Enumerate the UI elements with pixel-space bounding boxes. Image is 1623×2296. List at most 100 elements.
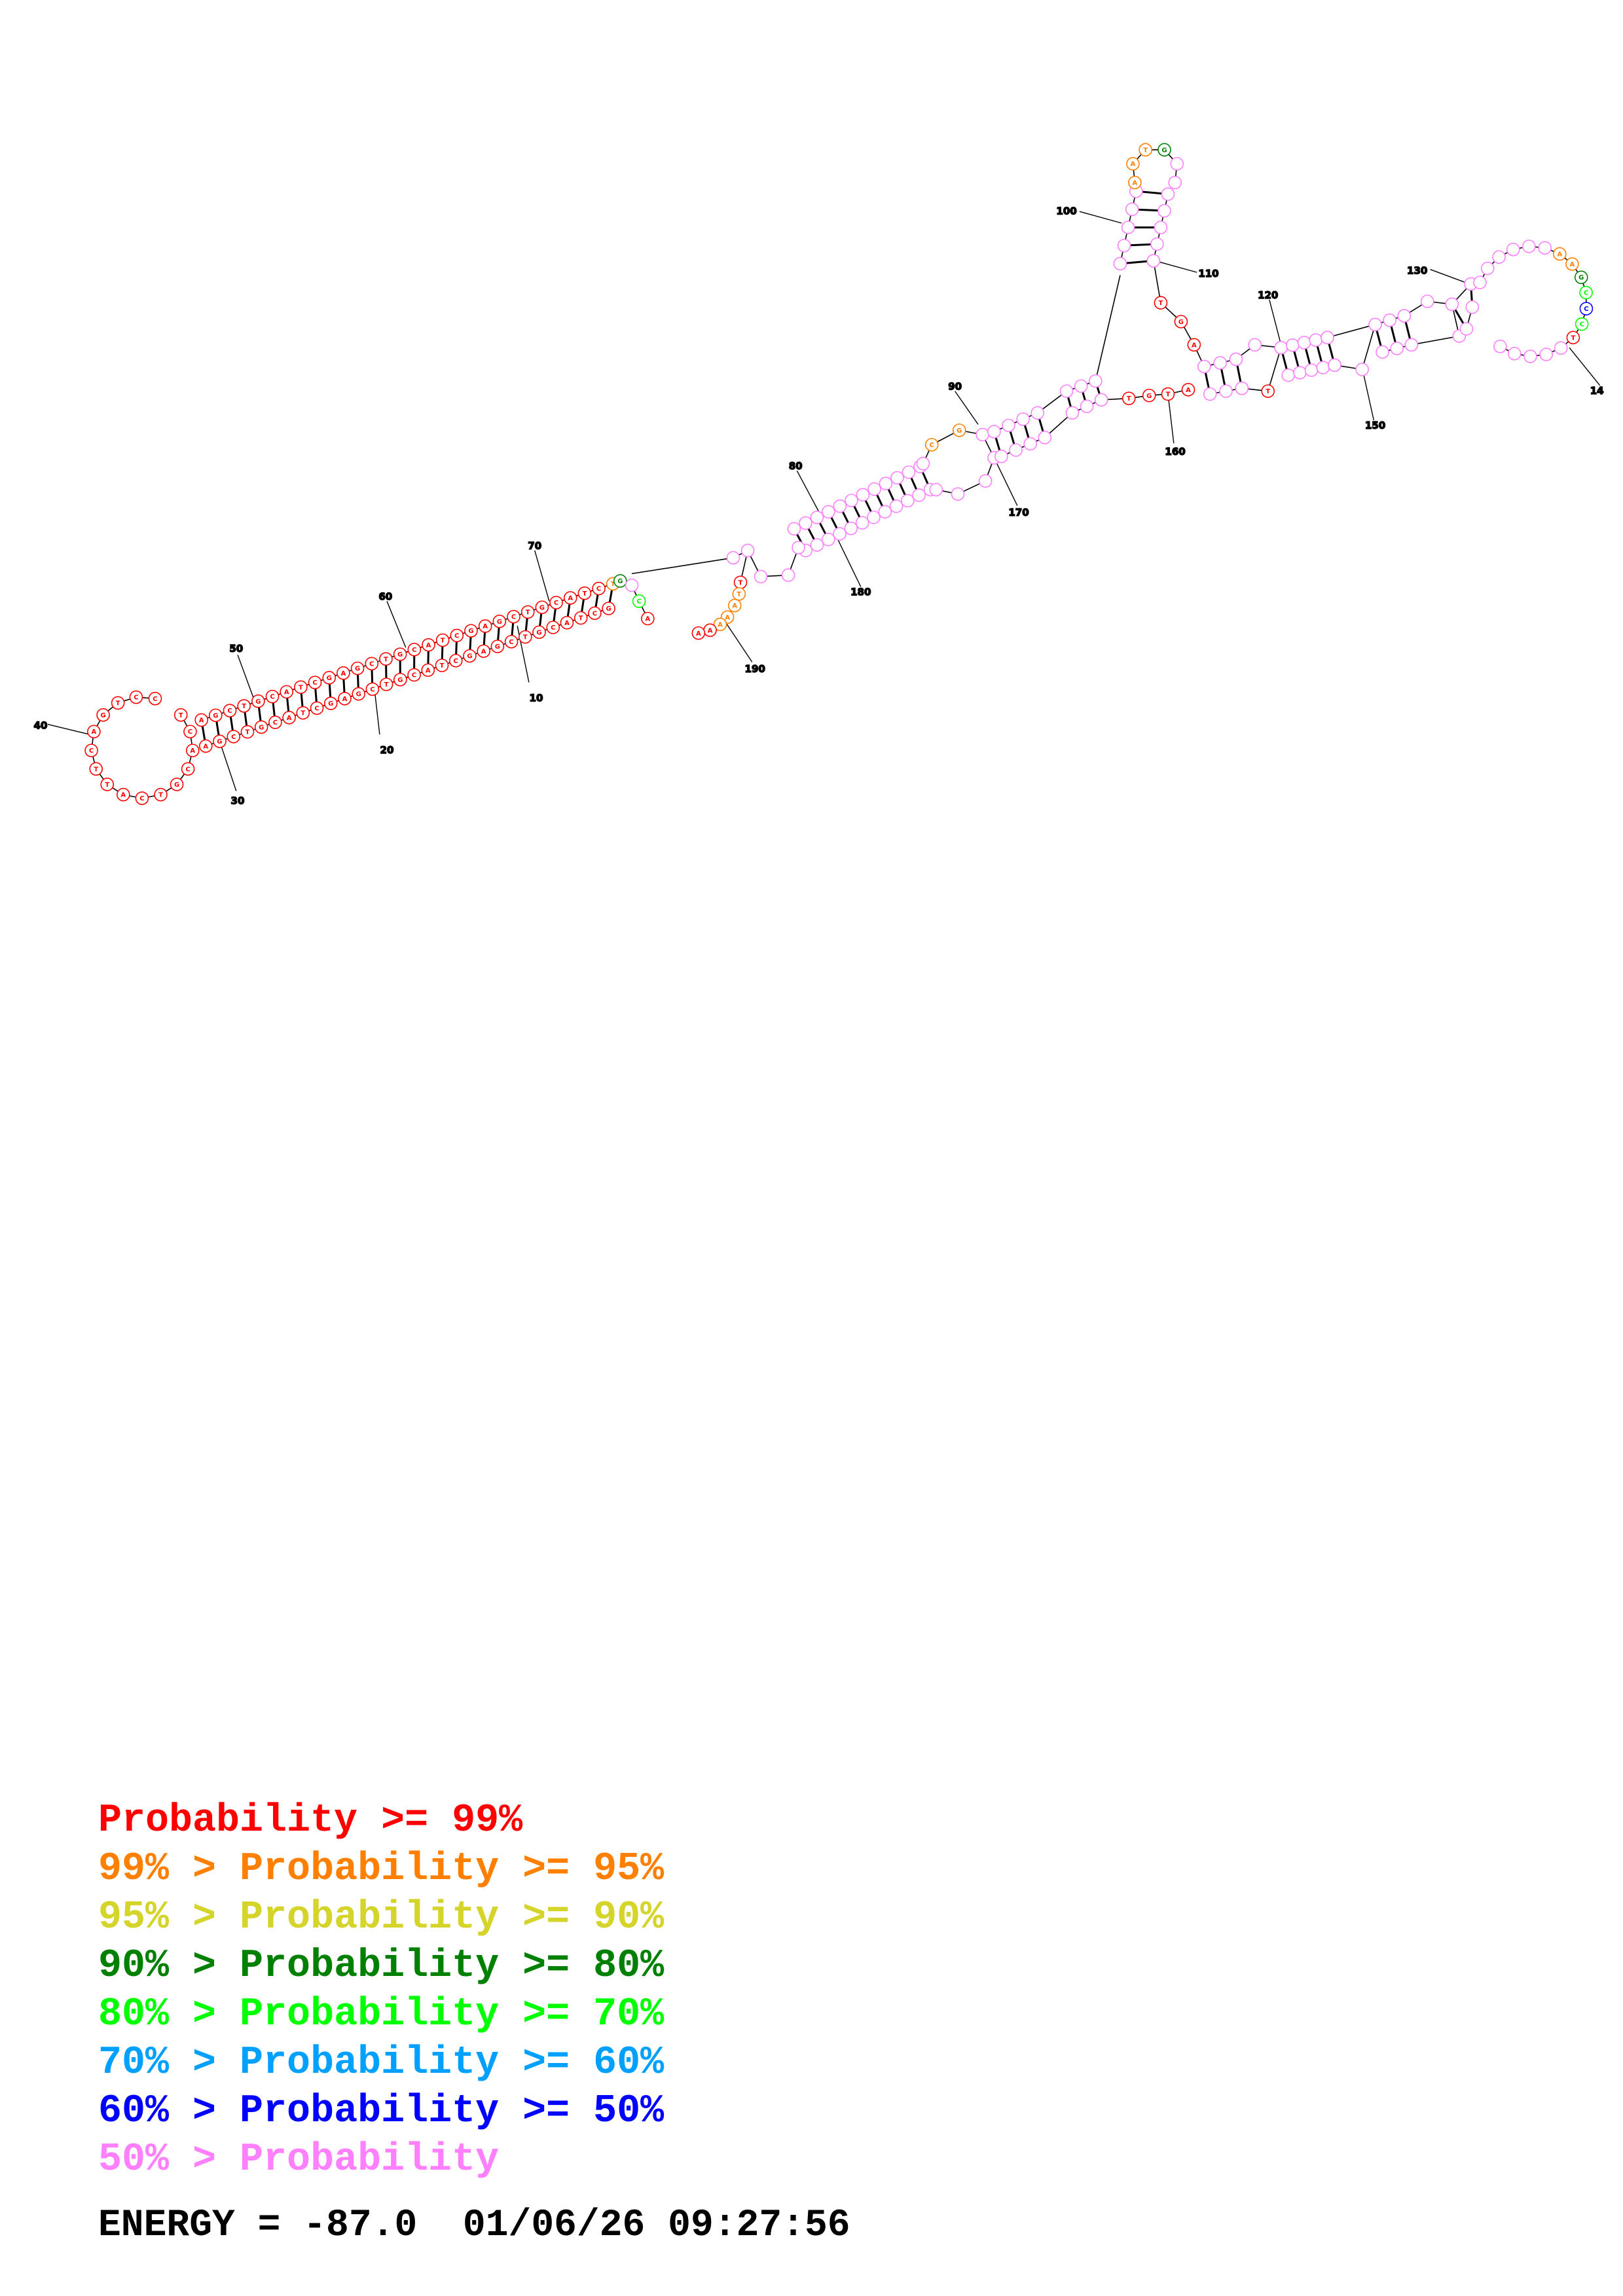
- svg-text:A: A: [483, 623, 488, 630]
- svg-text:G: G: [617, 578, 623, 585]
- svg-text:C: C: [454, 658, 458, 665]
- svg-text:T: T: [440, 662, 445, 670]
- probability-legend: Probability >= 99% 99% > Probability >= …: [98, 1797, 664, 2184]
- svg-text:T: T: [1159, 300, 1163, 307]
- nucleotide-node: [1150, 237, 1164, 251]
- position-label: 130: [1407, 264, 1427, 276]
- nucleotide-node: [1297, 336, 1311, 350]
- svg-text:T: T: [116, 700, 120, 707]
- nucleotide-node: [951, 487, 965, 501]
- svg-text:A: A: [284, 689, 289, 696]
- svg-text:G: G: [467, 653, 472, 660]
- svg-text:T: T: [384, 681, 389, 689]
- nucleotide-node: T: [111, 696, 125, 710]
- nucleotide-node: [1523, 350, 1537, 363]
- nucleotide-node: G: [952, 423, 966, 437]
- nucleotide-node: [1445, 297, 1459, 312]
- position-label: 170: [1008, 507, 1029, 518]
- nucleotide-node: A: [478, 619, 492, 633]
- nucleotide-node: G: [490, 639, 505, 653]
- nucleotide-node: [1089, 374, 1103, 388]
- svg-text:C: C: [412, 672, 416, 679]
- nucleotide-node: [1538, 241, 1552, 255]
- nucleotide-node: A: [691, 626, 706, 640]
- energy-value: ENERGY = -87.0: [98, 2204, 418, 2247]
- nucleotide-node: T: [435, 633, 450, 647]
- nucleotide-node: [856, 488, 870, 502]
- nucleotide-node: G: [170, 778, 184, 791]
- nucleotide-node: G: [1174, 315, 1188, 329]
- svg-text:T: T: [1266, 388, 1270, 395]
- nucleotide-node: C: [1579, 302, 1594, 315]
- svg-text:A: A: [190, 747, 195, 755]
- svg-text:A: A: [1570, 261, 1575, 268]
- svg-text:A: A: [725, 614, 730, 621]
- svg-text:T: T: [246, 729, 250, 736]
- nucleotide-node: T: [574, 611, 588, 625]
- nucleotide-node: [844, 521, 858, 535]
- nucleotide-node: [1539, 348, 1554, 361]
- nucleotide-node: [878, 505, 892, 519]
- svg-text:T: T: [523, 634, 528, 641]
- svg-text:C: C: [314, 705, 319, 712]
- nucleotide-node: [810, 538, 824, 552]
- nucleotide-node: A: [117, 787, 130, 802]
- energy-footer: ENERGY = -87.0 01/06/26 09:27:56: [98, 2204, 850, 2247]
- nucleotide-node: A: [421, 663, 435, 677]
- nucleotide-node: [890, 471, 904, 485]
- nucleotide-node: [902, 465, 916, 479]
- nucleotide-node: A: [1553, 247, 1567, 261]
- nucleotide-node: G: [213, 734, 227, 748]
- legend-prefix: 95% >: [98, 1895, 240, 1940]
- nucleotide-node: A: [1128, 175, 1142, 190]
- nucleotide-node: [821, 532, 835, 547]
- svg-text:A: A: [646, 616, 651, 623]
- nucleotide-node: C: [227, 730, 241, 744]
- legend-prefix: 80% >: [98, 1992, 240, 2037]
- svg-text:G: G: [327, 675, 332, 682]
- nucleotide-node: [1213, 356, 1227, 370]
- nucleotide-node: [1274, 340, 1288, 355]
- nucleotide-node: G: [322, 671, 337, 685]
- svg-text:T: T: [299, 684, 303, 691]
- svg-text:T: T: [301, 710, 305, 717]
- nucleotide-node: [1038, 431, 1052, 444]
- nucleotide-nodes: AGCTGCATCGAGCTGCATCGAGCTGCATCGAGCTGCATCG…: [84, 143, 1594, 805]
- nucleotide-node: C: [549, 596, 563, 609]
- svg-text:C: C: [454, 632, 459, 639]
- nucleotide-node: C: [181, 762, 195, 776]
- svg-text:A: A: [341, 670, 346, 677]
- nucleotide-node: [1065, 406, 1080, 420]
- legend-label: Probability >= 99%: [98, 1799, 523, 1843]
- nucleotide-node: A: [727, 598, 742, 613]
- svg-text:A: A: [1133, 179, 1138, 187]
- svg-text:A: A: [426, 667, 431, 674]
- nucleotide-node: T: [379, 652, 393, 666]
- nucleotide-node: [1304, 363, 1319, 377]
- nucleotide-node: C: [223, 704, 237, 718]
- svg-text:T: T: [158, 792, 163, 799]
- nucleotide-node: [1376, 345, 1389, 359]
- nucleotide-node: T: [1261, 384, 1275, 398]
- nucleotide-node: C: [504, 635, 519, 649]
- svg-text:C: C: [1584, 306, 1588, 313]
- nucleotide-node: [1554, 341, 1568, 355]
- nucleotide-node: G: [1158, 143, 1171, 157]
- nucleotide-node: [901, 493, 915, 508]
- svg-text:A: A: [203, 743, 208, 750]
- nucleotide-node: [889, 499, 903, 513]
- svg-text:G: G: [397, 677, 403, 684]
- svg-text:C: C: [89, 747, 94, 755]
- svg-text:T: T: [1166, 391, 1171, 399]
- svg-text:T: T: [611, 581, 615, 588]
- svg-text:C: C: [1579, 321, 1584, 329]
- svg-text:T: T: [579, 615, 583, 622]
- nucleotide-node: G: [209, 708, 223, 723]
- position-label: 180: [850, 586, 871, 598]
- svg-text:G: G: [1146, 393, 1152, 400]
- nucleotide-node: [1492, 250, 1506, 264]
- nucleotide-node: G: [96, 708, 110, 722]
- nucleotide-node: C: [365, 682, 380, 696]
- svg-text:G: G: [536, 629, 541, 636]
- nucleotide-node: [978, 474, 993, 488]
